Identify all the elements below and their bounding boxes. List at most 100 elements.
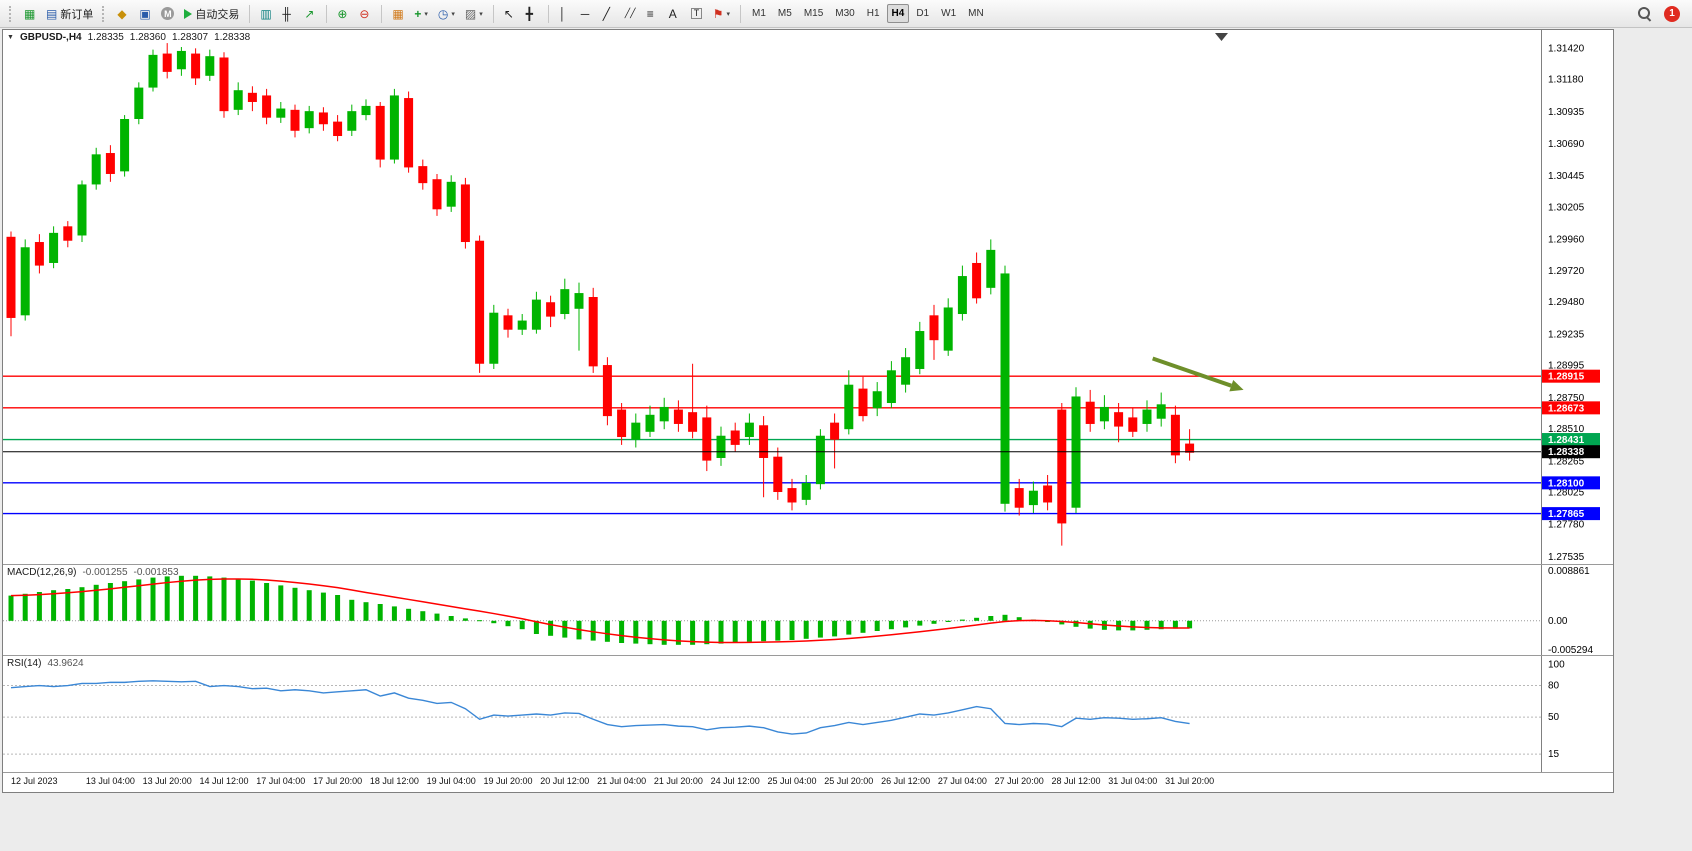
crosshair-button[interactable]: ╋: [522, 3, 542, 25]
svg-text:1.27535: 1.27535: [1548, 552, 1585, 563]
toolbar-grip: [9, 5, 15, 22]
macd-value-main: -0.001255: [82, 567, 128, 578]
new-chart-icon: ▦: [24, 6, 36, 21]
svg-text:1.27780: 1.27780: [1548, 520, 1585, 531]
svg-text:1.28100: 1.28100: [1548, 478, 1585, 489]
objects-arrows-button[interactable]: ⚑ ▾: [709, 3, 734, 25]
time-axis-label: 20 Jul 12:00: [540, 776, 590, 786]
time-axis-label: 24 Jul 12:00: [710, 776, 760, 786]
timeframe-h1-button[interactable]: H1: [862, 4, 885, 23]
text-icon: A: [668, 6, 677, 21]
candlestick-icon: ╫: [282, 6, 291, 21]
periods-button[interactable]: ◷ ▾: [434, 3, 459, 25]
ohlc-high: 1.28360: [129, 32, 166, 43]
toolbar-separator: [492, 4, 494, 23]
metaeditor-button[interactable]: ◆: [113, 3, 133, 25]
channel-button[interactable]: ╱╱: [621, 3, 641, 25]
toolbar-separator: [326, 4, 328, 23]
templates-button[interactable]: ▨ ▾: [461, 3, 487, 25]
rsi-pane: RSI(14) 43.9624 100 80 50 15: [3, 655, 1613, 772]
svg-text:1.31420: 1.31420: [1548, 43, 1585, 54]
time-axis-label: 31 Jul 20:00: [1165, 776, 1215, 786]
text-label-button[interactable]: T: [687, 3, 707, 25]
new-order-button[interactable]: ▤ 新订单: [42, 3, 97, 25]
profiles-button[interactable]: ▣: [135, 3, 155, 25]
time-axis-label: 26 Jul 12:00: [881, 776, 931, 786]
rsi-chart-canvas[interactable]: 100 80 50 15: [3, 656, 1611, 772]
price-pane: ▼ GBPUSD-,H4 1.28335 1.28360 1.28307 1.2…: [3, 30, 1613, 564]
text-button[interactable]: A: [665, 3, 685, 25]
svg-text:1.28673: 1.28673: [1548, 403, 1585, 414]
line-chart-icon: ↗: [304, 6, 315, 21]
timeframe-m30-button[interactable]: M30: [830, 4, 859, 23]
horizontal-line-button[interactable]: ─: [577, 3, 597, 25]
time-axis-label: 17 Jul 04:00: [256, 776, 306, 786]
bar-chart-button[interactable]: ▥: [256, 3, 276, 25]
crosshair-icon: ╋: [525, 6, 533, 21]
vertical-line-icon: │: [558, 6, 567, 21]
timeframe-m15-button[interactable]: M15: [799, 4, 828, 23]
svg-text:-0.005294: -0.005294: [1548, 645, 1593, 655]
timeframe-m5-button[interactable]: M5: [773, 4, 797, 23]
macd-chart-canvas[interactable]: 0.008861 0.00 -0.005294: [3, 565, 1611, 655]
svg-text:1.28265: 1.28265: [1548, 456, 1585, 467]
svg-text:15: 15: [1548, 749, 1560, 760]
timeframe-w1-button[interactable]: W1: [936, 4, 961, 23]
chart-header: ▼ GBPUSD-,H4 1.28335 1.28360 1.28307 1.2…: [7, 32, 250, 43]
notification-badge[interactable]: 1: [1664, 5, 1680, 22]
new-chart-button[interactable]: ▦: [20, 3, 40, 25]
svg-text:1.28431: 1.28431: [1548, 435, 1585, 446]
autotrading-button[interactable]: 自动交易: [180, 3, 243, 25]
tile-windows-button[interactable]: ▦: [388, 3, 408, 25]
symbol-dropdown-caret-icon[interactable]: ▼: [7, 34, 14, 41]
indicators-button[interactable]: + ▾: [410, 3, 432, 25]
time-axis-label: 13 Jul 20:00: [142, 776, 192, 786]
svg-text:1.28338: 1.28338: [1548, 447, 1585, 458]
symbol-period-label: GBPUSD-,H4: [19, 32, 82, 43]
svg-text:80: 80: [1548, 681, 1560, 692]
zoom-out-button[interactable]: ⊖: [355, 3, 375, 25]
svg-text:1.30445: 1.30445: [1548, 171, 1585, 182]
search-icon: [1637, 6, 1652, 21]
tile-windows-icon: ▦: [392, 6, 404, 21]
line-chart-button[interactable]: ↗: [300, 3, 320, 25]
channel-icon: ╱╱: [624, 8, 636, 18]
time-axis-label: 25 Jul 04:00: [767, 776, 817, 786]
time-axis-label: 27 Jul 20:00: [994, 776, 1044, 786]
toolbar-separator: [740, 4, 742, 23]
timeframe-mn-button[interactable]: MN: [963, 4, 989, 23]
toolbar-separator: [249, 4, 251, 23]
new-order-label: 新订单: [60, 8, 94, 21]
community-button[interactable]: M: [157, 3, 178, 25]
time-axis[interactable]: 12 Jul 2023 13 Jul 04:00 13 Jul 20:00 14 Ju…: [3, 772, 1613, 792]
dropdown-caret-icon: ▾: [424, 10, 428, 18]
metaeditor-icon: ◆: [117, 6, 127, 21]
fibonacci-icon: ≡: [646, 6, 654, 21]
objects-arrows-icon: ⚑: [712, 6, 724, 21]
svg-text:1.28025: 1.28025: [1548, 488, 1585, 499]
time-axis-label: 25 Jul 20:00: [824, 776, 874, 786]
trendline-button[interactable]: ╱: [599, 3, 619, 25]
macd-value-signal: -0.001853: [133, 567, 179, 578]
time-axis-label: 19 Jul 04:00: [426, 776, 476, 786]
macd-name: MACD(12,26,9): [7, 567, 77, 578]
cursor-button[interactable]: ↖: [500, 3, 520, 25]
svg-text:50: 50: [1548, 712, 1560, 723]
svg-text:0.00: 0.00: [1548, 616, 1568, 627]
text-label-icon: T: [690, 8, 703, 19]
zoom-in-button[interactable]: ⊕: [333, 3, 353, 25]
timeframe-d1-button[interactable]: D1: [911, 4, 934, 23]
vertical-line-button[interactable]: │: [555, 3, 575, 25]
search-button[interactable]: [1633, 3, 1656, 25]
timeframe-h4-button[interactable]: H4: [886, 4, 910, 23]
time-axis-label: 18 Jul 12:00: [369, 776, 419, 786]
main-toolbar: ▦ ▤ 新订单 ◆ ▣ M 自动交易 ▥ ╫ ↗: [0, 0, 1692, 28]
trendline-icon: ╱: [602, 6, 610, 21]
toolbar-separator: [381, 4, 383, 23]
price-chart-canvas[interactable]: 1.31420 1.31180 1.30935 1.30690 1.30445 1.302…: [3, 30, 1611, 564]
fibonacci-button[interactable]: ≡: [643, 3, 663, 25]
svg-text:1.31180: 1.31180: [1548, 75, 1584, 86]
candlestick-button[interactable]: ╫: [278, 3, 298, 25]
timeframe-m1-button[interactable]: M1: [747, 4, 771, 23]
